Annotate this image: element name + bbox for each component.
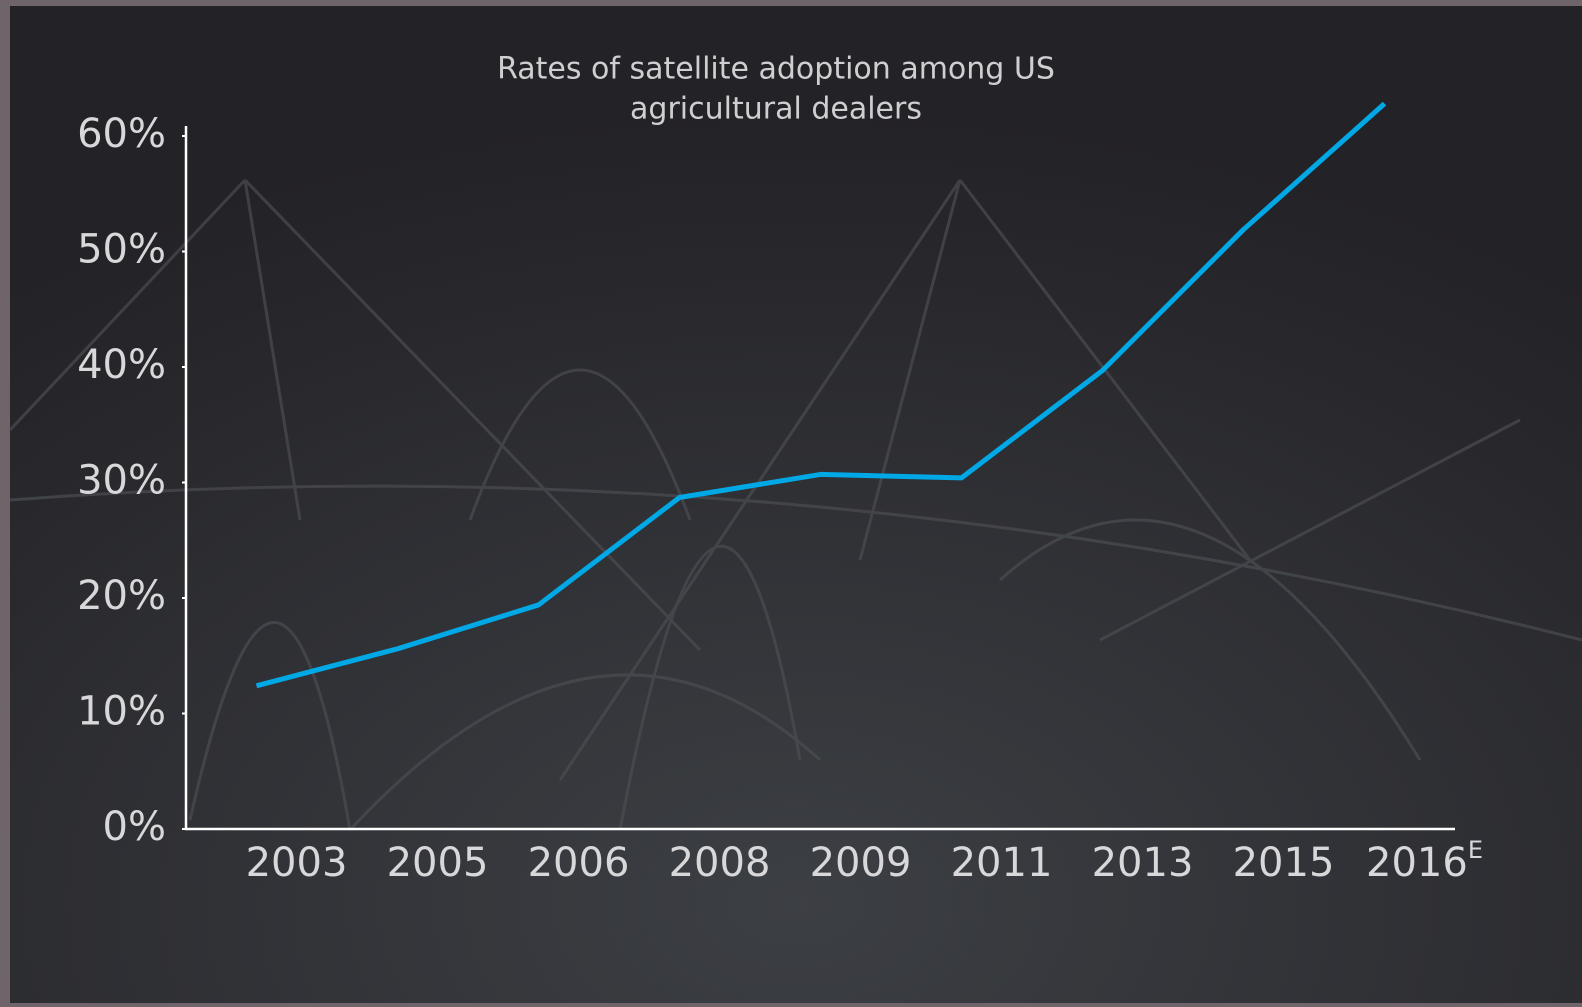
x-tick-label: 2008: [669, 840, 771, 886]
x-tick-label: 2016: [1366, 840, 1468, 886]
x-tick-label: 2013: [1092, 840, 1194, 886]
x-tick-label: 2003: [246, 840, 348, 886]
x-tick-label: 2005: [387, 840, 489, 886]
y-tick-label: 30%: [77, 458, 166, 504]
x-tick-label: 2016E: [1366, 836, 1483, 886]
x-tick-label: 2009: [810, 840, 912, 886]
y-tick-label: 20%: [77, 573, 166, 619]
x-tick-label: 2005: [387, 840, 489, 886]
x-tick-label: 2011: [951, 840, 1053, 886]
x-tick-label: 2006: [528, 840, 630, 886]
y-tick-label: 60%: [77, 111, 166, 157]
data-line: [255, 101, 1387, 689]
y-tick-label: 10%: [77, 689, 166, 735]
y-tick-label: 0%: [103, 804, 166, 850]
x-tick-label: 2015: [1233, 840, 1335, 886]
decoration: [8, 178, 1582, 832]
x-tick-label: 2015: [1233, 840, 1335, 886]
x-tick-label: 2008: [669, 840, 771, 886]
x-tick-label: 2011: [951, 840, 1053, 886]
chart-title: Rates of satellite adoption among US: [497, 52, 1055, 87]
y-tick-label: 50%: [77, 227, 166, 273]
x-tick-label: 2013: [1092, 840, 1194, 886]
chart-title: agricultural dealers: [630, 92, 922, 127]
x-tick-label: 2006: [528, 840, 630, 886]
y-tick-label: 40%: [77, 342, 166, 388]
estimate-mark: E: [1468, 836, 1483, 864]
x-tick-label: 2009: [810, 840, 912, 886]
x-tick-label: 2003: [246, 840, 348, 886]
